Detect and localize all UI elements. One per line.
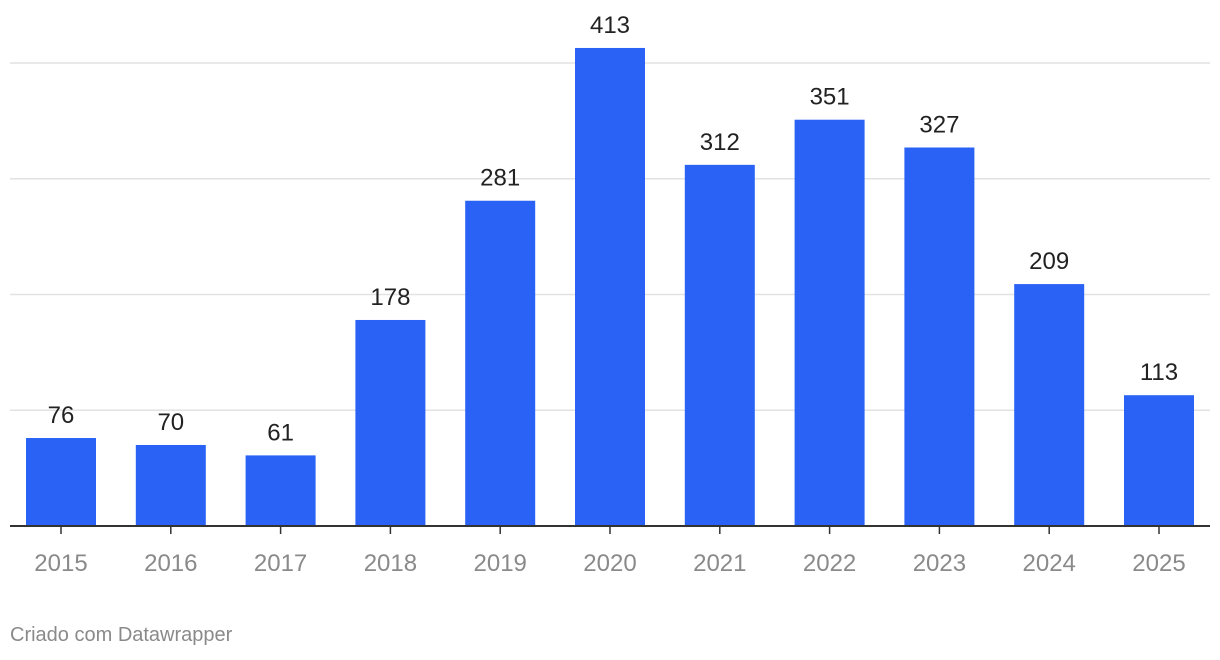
bar-2017 [245, 455, 316, 526]
value-labels: 76 70 61 178 281 413 312 351 327 209 113 [48, 12, 1178, 446]
bar-2021 [684, 164, 755, 527]
x-tick-label-2017: 2017 [254, 550, 307, 577]
bar-2022 [794, 119, 865, 526]
x-tick-label-2015: 2015 [34, 550, 87, 577]
x-tick-label-2023: 2023 [913, 550, 966, 577]
x-tick-label-2025: 2025 [1132, 550, 1185, 577]
x-axis-ticks [60, 526, 1160, 534]
bar-2015 [26, 438, 96, 526]
bar-2018 [355, 319, 426, 526]
x-tick-label-2022: 2022 [803, 550, 856, 577]
bar-2025 [1124, 395, 1194, 526]
value-label-2025: 113 [1140, 359, 1178, 386]
x-tick-label-2024: 2024 [1023, 550, 1076, 577]
x-axis-tick-labels: 2015 2016 2017 2018 2019 2020 2021 2022 2023 2024… [34, 550, 1185, 577]
x-tick-label-2021: 2021 [693, 550, 746, 577]
value-label-2018: 178 [370, 284, 410, 311]
value-label-2023: 327 [919, 111, 959, 138]
bars [26, 47, 1194, 527]
bar-2016 [135, 444, 206, 526]
value-label-2016: 70 [157, 409, 184, 436]
value-label-2021: 312 [700, 129, 740, 156]
value-label-2017: 61 [267, 419, 294, 446]
x-tick-label-2020: 2020 [583, 550, 636, 577]
x-tick-label-2018: 2018 [364, 550, 417, 577]
value-label-2024: 209 [1029, 248, 1069, 275]
bar-2024 [1014, 284, 1085, 526]
datawrapper-credit: Criado com Datawrapper [10, 624, 233, 646]
value-label-2015: 76 [48, 402, 75, 429]
value-label-2022: 351 [810, 84, 850, 111]
value-label-2020: 413 [590, 12, 630, 39]
bar-2019 [465, 200, 536, 526]
x-tick-label-2019: 2019 [474, 550, 527, 577]
bar-2020 [575, 47, 645, 526]
x-tick-label-2016: 2016 [144, 550, 197, 577]
value-label-2019: 281 [480, 165, 520, 192]
bar-2023 [904, 147, 975, 526]
